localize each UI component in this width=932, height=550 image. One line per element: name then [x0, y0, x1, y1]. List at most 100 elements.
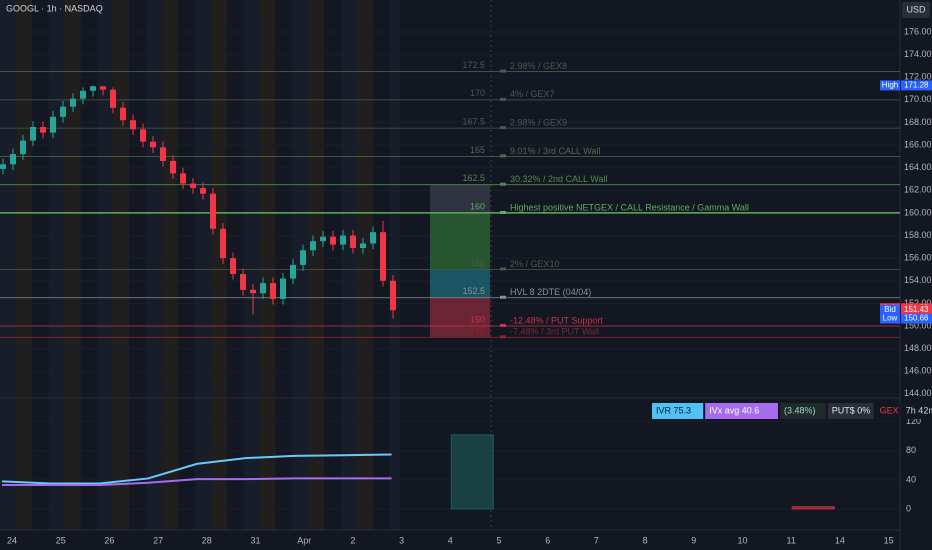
candle-body	[150, 141, 156, 148]
candle-body	[200, 188, 206, 194]
y-tick-label: 156.00	[904, 253, 932, 263]
level-price: 150	[470, 314, 485, 324]
x-tick-label: 9	[691, 535, 696, 545]
badge-box	[901, 403, 932, 419]
candle-body	[320, 236, 326, 242]
candle-body	[390, 280, 396, 311]
candle-body	[220, 228, 226, 259]
level-label: 9.01% / 3rd CALL Wall	[510, 146, 600, 156]
x-tick-label: 2	[350, 535, 355, 545]
candle-body	[330, 236, 336, 245]
candle-body	[60, 106, 66, 117]
level-bar	[500, 295, 506, 299]
x-tick-label: 26	[104, 535, 114, 545]
level-price: 149	[470, 326, 485, 336]
level-zone	[430, 269, 490, 298]
level-label: 2% / GEX10	[510, 259, 560, 269]
x-tick-label: 28	[202, 535, 212, 545]
level-bar	[500, 324, 506, 328]
candle-body	[40, 126, 46, 133]
y-tick-label: 164.00	[904, 162, 932, 172]
level-label: 30.32% / 2nd CALL Wall	[510, 174, 607, 184]
expiry-bar	[791, 506, 835, 510]
level-bar	[500, 210, 506, 214]
y-tick-label: 162.00	[904, 185, 932, 195]
candle-body	[210, 193, 216, 229]
candle-body	[70, 98, 76, 107]
candle-body	[80, 90, 86, 99]
x-tick-label: 10	[737, 535, 747, 545]
badge-box	[827, 403, 874, 419]
candle-body	[120, 107, 126, 121]
candle-body	[20, 140, 26, 155]
series-line	[1, 453, 392, 485]
candle-body	[30, 126, 36, 141]
candle-body	[240, 274, 246, 290]
x-tick-label: 3	[399, 535, 404, 545]
level-bar	[500, 154, 506, 158]
y-tick-label: 158.00	[904, 230, 932, 240]
candle-body	[0, 164, 6, 169]
y-tick-label: 150.00	[904, 320, 932, 330]
level-label: -7.48% / 3rd PUT Wall	[510, 327, 599, 337]
level-bar	[500, 126, 506, 130]
y-tick-label: 144.00	[904, 388, 932, 398]
candle-body	[90, 86, 96, 91]
currency: USD	[906, 4, 926, 14]
y-tick-label: 160.00	[904, 207, 932, 217]
price-tag-name: High	[882, 80, 898, 89]
level-price: 172.5	[462, 60, 485, 70]
level-bar	[500, 335, 506, 339]
badge-text: (3.48%)	[784, 405, 816, 415]
x-tick-label: 24	[7, 535, 17, 545]
badge-text: IVx avg 40.6	[709, 405, 759, 415]
candle-body	[310, 241, 316, 251]
badge-text: GEX	[880, 405, 899, 415]
candle-body	[100, 86, 106, 90]
series-line	[2, 477, 392, 486]
x-tick-label: 5	[496, 535, 501, 545]
level-price: 152.5	[462, 286, 485, 296]
level-price: 167.5	[462, 116, 485, 126]
price-tag-name: Low	[883, 314, 898, 323]
level-price: 165	[470, 145, 485, 155]
level-bar	[500, 97, 506, 101]
badge-text: IVR 75.3	[656, 405, 691, 415]
candle-body	[350, 235, 356, 248]
level-price: 160	[470, 201, 485, 211]
level-bar	[500, 69, 506, 73]
y-tick-label: 170.00	[904, 94, 932, 104]
x-tick-label: 27	[153, 535, 163, 545]
price-tag-name-box	[880, 313, 900, 324]
price-tag-name-box	[880, 80, 900, 91]
candle-body	[260, 283, 266, 294]
candle-body	[360, 243, 366, 248]
candle-body	[340, 235, 346, 245]
y-tick-label: 172.00	[904, 72, 932, 82]
level-label: 4% / GEX7	[510, 89, 555, 99]
candle-body	[160, 147, 166, 161]
price-tag-value: 150.66	[904, 314, 929, 323]
x-tick-label: 25	[56, 535, 66, 545]
candle-body	[290, 264, 296, 279]
level-bar	[500, 267, 506, 271]
x-tick-label: 14	[835, 535, 845, 545]
level-price: 162.5	[462, 173, 485, 183]
y-tick-label: 146.00	[904, 366, 932, 376]
price-tag-name-box	[880, 304, 900, 315]
y-tick-label: 176.00	[904, 26, 932, 36]
y-tick-label: 148.00	[904, 343, 932, 353]
x-tick-label: 6	[545, 535, 550, 545]
candle-body	[170, 160, 176, 174]
x-tick-label: 11	[787, 535, 796, 545]
y-tick-label: 80	[906, 445, 916, 455]
candle-body	[10, 154, 16, 165]
badge-box	[875, 403, 900, 419]
y-tick-label: 174.00	[904, 49, 932, 59]
level-zone	[430, 212, 490, 270]
badge-box	[652, 403, 704, 419]
candle-body	[300, 250, 306, 265]
candle-body	[370, 232, 376, 244]
badge-box	[705, 403, 778, 419]
